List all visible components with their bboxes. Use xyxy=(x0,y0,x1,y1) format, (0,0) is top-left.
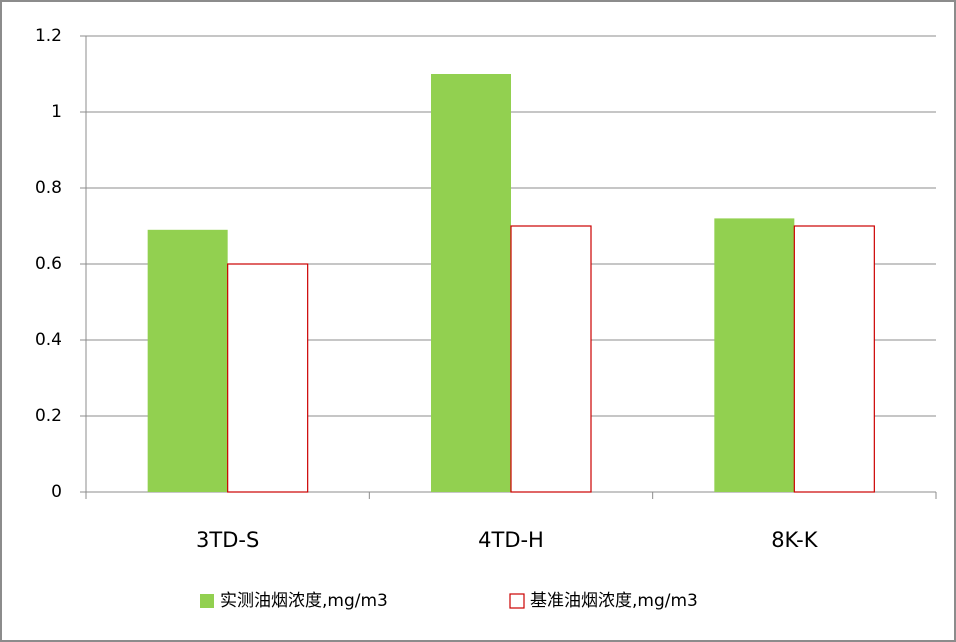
y-tick-label: 0.2 xyxy=(35,406,62,426)
bar xyxy=(714,218,795,492)
legend-swatch xyxy=(200,594,214,608)
x-tick-label: 3TD-S xyxy=(196,528,259,552)
bar xyxy=(510,225,592,493)
y-tick-label: 1 xyxy=(51,102,62,122)
y-tick-label: 0.6 xyxy=(35,254,62,274)
bar xyxy=(431,74,511,492)
bar xyxy=(793,225,875,493)
y-tick-label: 0.8 xyxy=(35,178,62,198)
x-tick-label: 4TD-H xyxy=(478,528,544,552)
bar xyxy=(227,263,309,493)
y-tick-label: 1.2 xyxy=(35,26,62,46)
bar xyxy=(147,229,228,493)
legend-label: 实测油烟浓度,mg/m3 xyxy=(220,591,388,611)
legend-label: 基准油烟浓度,mg/m3 xyxy=(530,591,698,611)
y-tick-label: 0.4 xyxy=(35,330,62,350)
y-tick-label: 0 xyxy=(51,482,62,502)
x-tick-label: 8K-K xyxy=(771,528,819,552)
legend-swatch xyxy=(509,593,525,609)
